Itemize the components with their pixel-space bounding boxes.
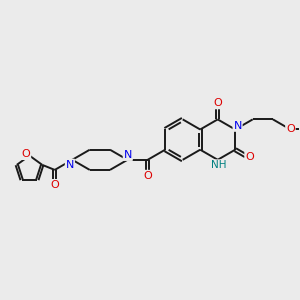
Text: O: O [50,180,59,190]
Text: N: N [66,160,74,170]
Text: N: N [233,121,242,131]
Text: N: N [124,150,132,160]
Text: NH: NH [211,160,226,170]
Text: O: O [22,149,30,159]
Text: O: O [143,171,152,181]
Text: O: O [286,124,295,134]
Text: O: O [245,152,254,162]
Text: O: O [213,98,222,108]
